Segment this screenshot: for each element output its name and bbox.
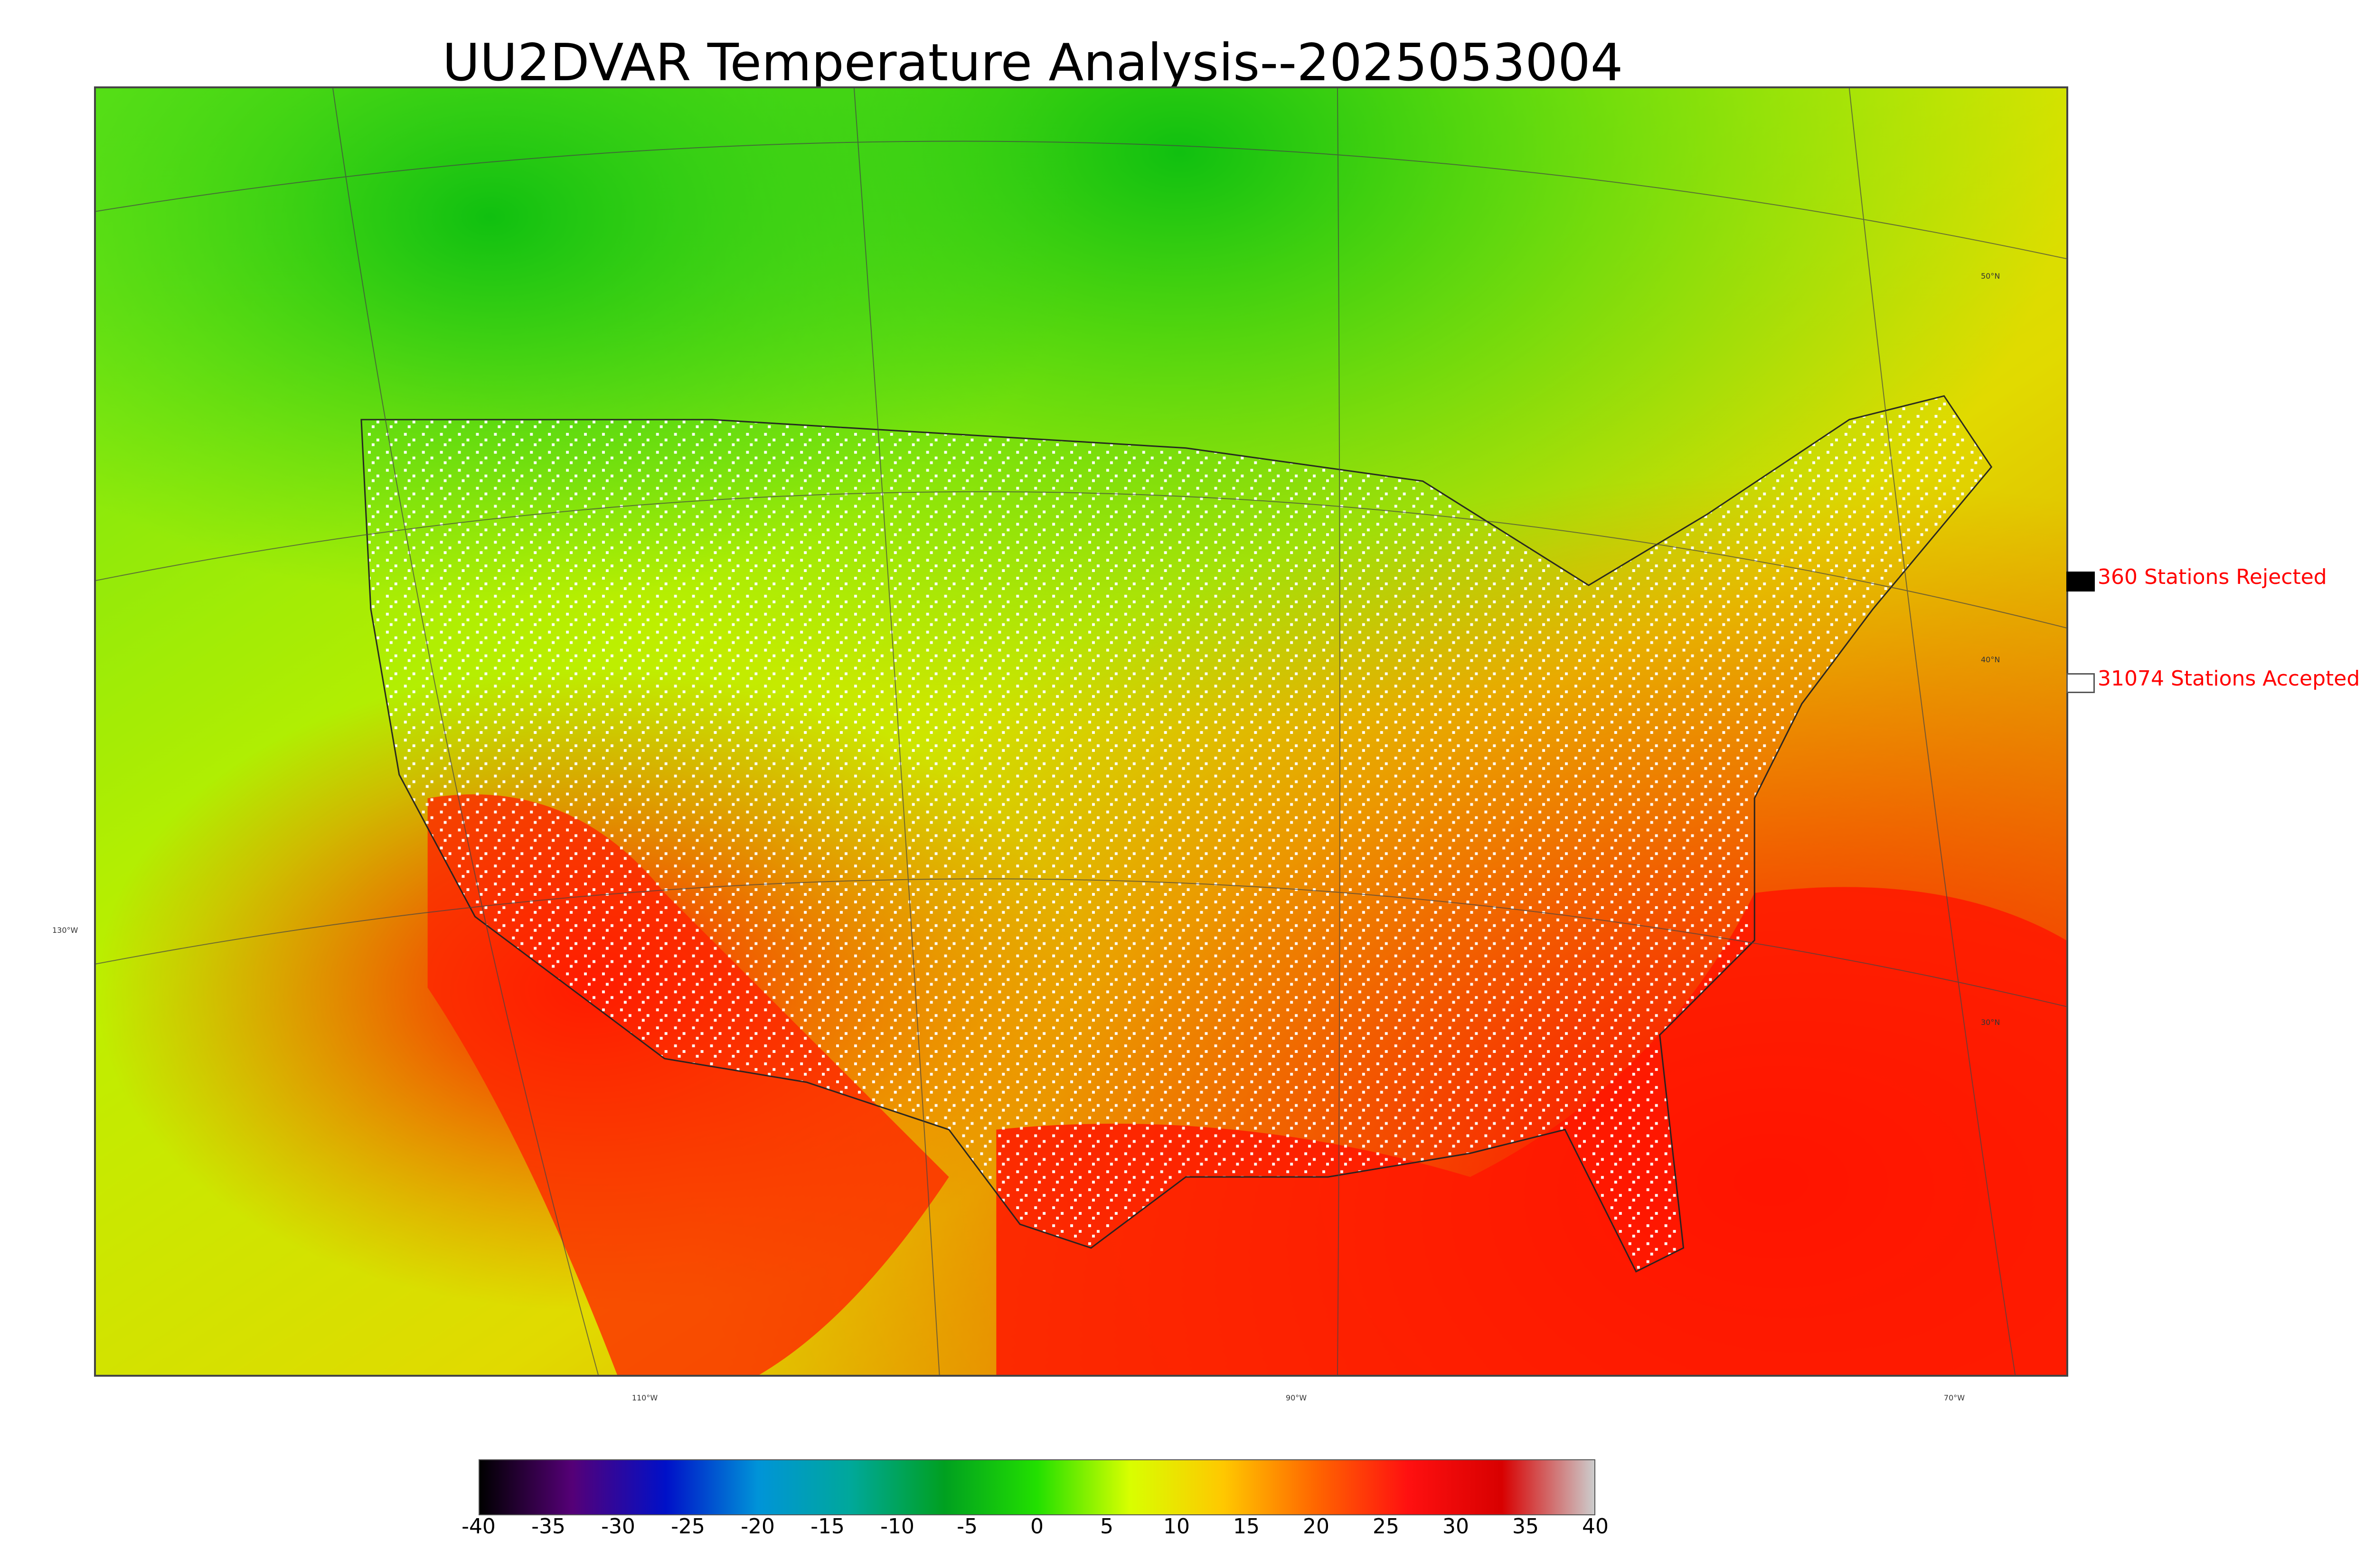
colorbar-tick: -15 — [810, 1514, 845, 1539]
colorbar-tick: 40 — [1582, 1514, 1609, 1539]
colorbar-ticks: -40 -35 -30 -25 -20 -15 -10 -5 0 5 10 15 20 25 30 35 40 — [462, 1514, 1609, 1548]
colorbar-tick: 5 — [1100, 1514, 1113, 1539]
colorbar-tick: 15 — [1233, 1514, 1260, 1539]
lat-label-40n: 40°N — [1981, 655, 2000, 664]
rejected-swatch — [2066, 572, 2095, 592]
colorbar-tick: -5 — [957, 1514, 978, 1539]
lat-label-30n: 30°N — [1981, 1018, 2000, 1027]
colorbar-tick: 35 — [1512, 1514, 1539, 1539]
colorbar-tick: -40 — [462, 1514, 496, 1539]
colorbar-tick: 30 — [1442, 1514, 1469, 1539]
colorbar-tick: 20 — [1303, 1514, 1329, 1539]
colorbar-tick: 25 — [1373, 1514, 1399, 1539]
temperature-colorbar — [479, 1459, 1595, 1515]
colorbar-tick: -20 — [741, 1514, 775, 1539]
colorbar-tick: 0 — [1030, 1514, 1044, 1539]
accepted-swatch — [2066, 673, 2095, 693]
colorbar-tick: -25 — [671, 1514, 705, 1539]
lon-label-110w: 110°W — [631, 1393, 658, 1402]
map-canvas — [96, 88, 2066, 1375]
colorbar-tick: 10 — [1163, 1514, 1190, 1539]
lon-label-70w: 70°W — [1943, 1393, 1965, 1402]
page-title: UU2DVAR Temperature Analysis--2025053004 — [442, 33, 1623, 93]
colorbar-tick: -10 — [880, 1514, 914, 1539]
colorbar-tick: -30 — [601, 1514, 635, 1539]
rejected-label: 360 Stations Rejected — [2098, 565, 2327, 589]
lon-label-90w: 90°W — [1285, 1393, 1307, 1402]
colorbar-tick: -35 — [531, 1514, 565, 1539]
temperature-map — [94, 86, 2068, 1377]
accepted-label: 31074 Stations Accepted — [2098, 667, 2360, 691]
lat-label-50n: 50°N — [1981, 272, 2000, 281]
lat-label-130w: 130°W — [52, 926, 78, 935]
conus-outline — [360, 395, 1993, 1273]
